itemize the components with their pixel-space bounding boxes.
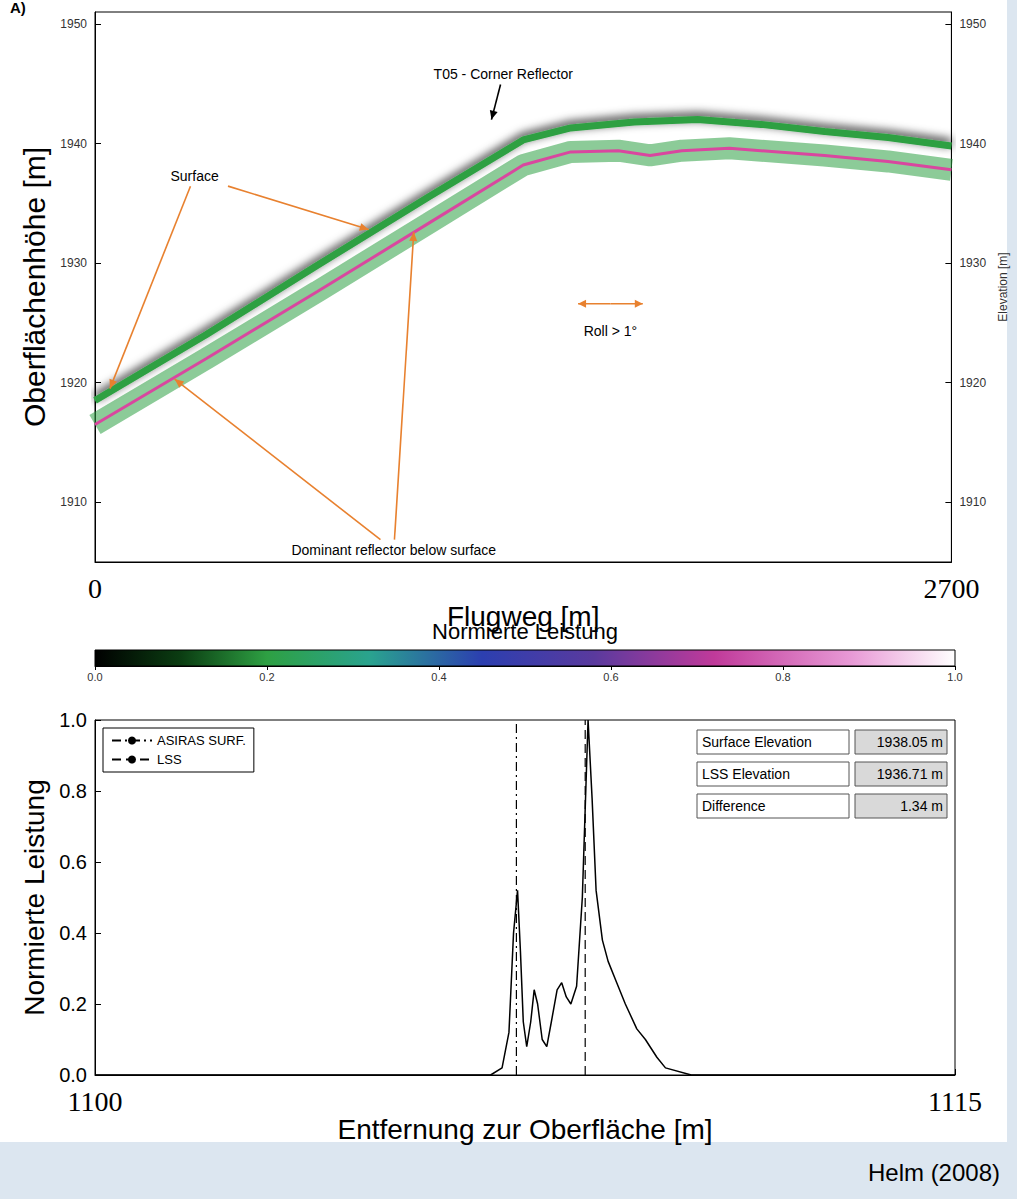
svg-text:1950: 1950 [60, 17, 87, 31]
svg-text:Surface Elevation: Surface Elevation [702, 734, 812, 750]
svg-text:0.2: 0.2 [59, 993, 87, 1015]
svg-text:1940: 1940 [60, 137, 87, 151]
svg-text:1938.05 m: 1938.05 m [877, 734, 943, 750]
svg-text:Flugweg [m]: Flugweg [m] [447, 601, 600, 633]
svg-text:1940: 1940 [959, 137, 986, 151]
svg-text:0.6: 0.6 [603, 671, 618, 683]
svg-text:Difference: Difference [702, 798, 766, 814]
svg-text:1.0: 1.0 [947, 671, 962, 683]
svg-text:LSS Elevation: LSS Elevation [702, 766, 790, 782]
svg-text:1920: 1920 [60, 376, 87, 390]
svg-text:Oberflächenhöhe [m]: Oberflächenhöhe [m] [18, 147, 51, 427]
svg-text:2700: 2700 [923, 573, 979, 604]
svg-text:LSS: LSS [157, 752, 182, 767]
svg-text:Surface: Surface [170, 168, 218, 184]
svg-text:0.0: 0.0 [87, 671, 102, 683]
svg-text:1930: 1930 [60, 256, 87, 270]
svg-text:Normierte Leistung: Normierte Leistung [432, 619, 618, 644]
svg-text:1910: 1910 [959, 495, 986, 509]
svg-text:1100: 1100 [68, 1086, 123, 1117]
svg-text:ASIRAS SURF.: ASIRAS SURF. [157, 733, 246, 748]
svg-text:0.4: 0.4 [59, 922, 87, 944]
svg-text:Roll > 1°: Roll > 1° [584, 323, 637, 339]
svg-text:Helm (2008): Helm (2008) [868, 1159, 1000, 1186]
svg-text:0.0: 0.0 [59, 1064, 87, 1086]
svg-text:1115: 1115 [928, 1086, 982, 1117]
svg-text:0.4: 0.4 [431, 671, 446, 683]
svg-text:Entfernung zur Oberfläche [m]: Entfernung zur Oberfläche [m] [337, 1114, 712, 1145]
svg-text:1936.71 m: 1936.71 m [877, 766, 943, 782]
svg-text:1920: 1920 [959, 376, 986, 390]
svg-text:0.8: 0.8 [59, 780, 87, 802]
svg-text:0.6: 0.6 [59, 851, 87, 873]
svg-text:0.2: 0.2 [259, 671, 274, 683]
svg-text:1.34 m: 1.34 m [900, 798, 943, 814]
svg-text:T05 - Corner Reflector: T05 - Corner Reflector [434, 66, 574, 82]
svg-text:Normierte Leistung: Normierte Leistung [19, 779, 50, 1016]
svg-text:0: 0 [88, 573, 102, 604]
svg-text:0.8: 0.8 [775, 671, 790, 683]
svg-text:1.0: 1.0 [59, 709, 87, 731]
svg-text:A): A) [10, 0, 26, 16]
svg-text:1950: 1950 [959, 17, 986, 31]
svg-text:1930: 1930 [959, 256, 986, 270]
svg-text:1910: 1910 [60, 495, 87, 509]
svg-text:Dominant reflector below surfa: Dominant reflector below surface [291, 542, 496, 558]
svg-text:Elevation [m]: Elevation [m] [996, 252, 1010, 321]
